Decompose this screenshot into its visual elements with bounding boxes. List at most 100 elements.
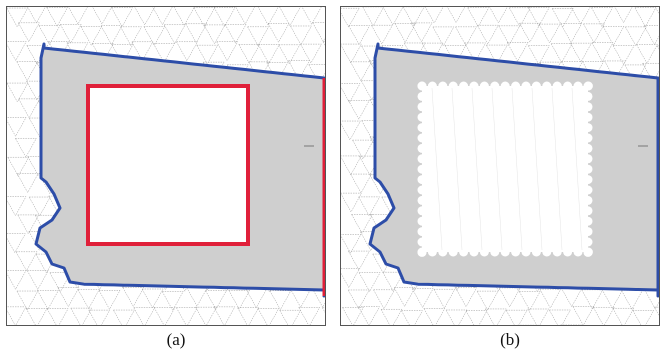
mesh-triangle [6, 270, 27, 290]
mesh-triangle [175, 307, 198, 326]
mesh-triangle [6, 41, 27, 62]
mesh-triangle [141, 288, 164, 309]
mesh-triangle [370, 24, 393, 45]
mesh-triangle [213, 7, 236, 27]
mesh-triangle [393, 287, 416, 307]
mesh-triangle [340, 155, 362, 176]
mesh-triangle [624, 26, 647, 47]
scallop [583, 175, 593, 185]
hole-mesh-line [551, 87, 563, 251]
mesh-triangle [67, 6, 89, 25]
mesh-triangle [550, 43, 573, 64]
mesh-triangle [6, 7, 29, 28]
mesh-triangle [373, 289, 395, 310]
mesh-triangle [349, 61, 372, 82]
mesh-triangle [195, 306, 217, 326]
mesh-triangle [228, 290, 251, 310]
panel-a [6, 6, 326, 326]
mesh-triangle [16, 61, 39, 82]
mesh-triangle [508, 7, 531, 28]
mesh-triangle [213, 306, 236, 326]
mesh-triangle [424, 6, 444, 24]
mesh-triangle [519, 22, 541, 43]
mesh-triangle [612, 45, 635, 65]
mesh-triangle [423, 308, 446, 326]
scallop [417, 143, 427, 153]
mesh-triangle [432, 26, 455, 47]
mesh-triangle [358, 306, 380, 326]
mesh-triangle [560, 23, 583, 44]
mesh-triangle [411, 288, 434, 309]
scallop [417, 216, 427, 226]
mesh-triangle [352, 139, 374, 160]
mesh-triangle [476, 24, 499, 45]
mesh-triangle [278, 44, 301, 65]
mesh-triangle [143, 26, 166, 46]
hole-mesh-line [491, 87, 503, 251]
mesh-triangle [614, 6, 634, 24]
mesh-triangle [455, 26, 477, 47]
mesh-triangle [591, 42, 614, 63]
mesh-triangle [581, 289, 604, 310]
scallop [417, 102, 427, 112]
scallop [583, 206, 593, 216]
scallop [583, 143, 593, 153]
mesh-triangle [348, 25, 371, 46]
mesh-triangle [59, 24, 82, 44]
mesh-triangle [401, 310, 423, 326]
mesh-triangle [465, 310, 488, 326]
scallop [417, 154, 427, 164]
mesh-triangle [269, 290, 292, 311]
mesh-triangle [26, 6, 47, 24]
mesh-triangle [632, 310, 655, 326]
mesh-triangle [347, 289, 370, 310]
scallop [417, 206, 427, 216]
scallop [511, 247, 521, 257]
mesh-triangle [548, 309, 571, 326]
mesh-triangle [245, 288, 268, 309]
blue-boundary [368, 42, 660, 298]
scallop [417, 237, 427, 247]
mesh-triangle [111, 44, 134, 65]
mesh-triangle [205, 290, 227, 310]
mesh-triangle [551, 8, 574, 28]
mesh-triangle [100, 25, 123, 46]
mesh-triangle [340, 268, 360, 289]
mesh-triangle [247, 26, 269, 47]
scallop [448, 81, 458, 91]
mesh-triangle [186, 287, 208, 307]
mesh-triangle [298, 307, 321, 326]
hole-mesh-line [531, 87, 543, 251]
mesh-triangle [382, 6, 404, 26]
scallop [459, 81, 469, 91]
mesh-triangle [257, 44, 280, 64]
mesh-triangle [17, 22, 40, 43]
scallop [583, 133, 593, 143]
inner-hole [422, 86, 588, 252]
mesh-triangle [455, 287, 478, 308]
mesh-triangle [6, 117, 27, 137]
mesh-triangle [636, 44, 658, 64]
mesh-diagram-a [6, 6, 326, 326]
mesh-triangle [467, 7, 490, 28]
mesh-triangle [288, 60, 310, 81]
mesh-triangle [91, 6, 113, 25]
scallop [479, 81, 489, 91]
mesh-triangle [433, 288, 456, 309]
mesh-triangle [340, 83, 361, 104]
mesh-triangle [560, 324, 582, 326]
mesh-triangle [342, 307, 364, 326]
mesh-triangle [570, 6, 592, 25]
mesh-triangle [77, 289, 100, 310]
scallop [583, 154, 593, 164]
mesh-triangle [464, 42, 487, 63]
scallop [511, 81, 521, 91]
scallop [469, 247, 479, 257]
mesh-triangle [289, 25, 312, 46]
mesh-triangle [476, 290, 499, 311]
mesh-triangle [28, 196, 51, 217]
mesh-triangle [151, 6, 174, 26]
mesh-triangle [234, 6, 256, 25]
mesh-triangle [267, 23, 290, 43]
scallop [583, 185, 593, 195]
